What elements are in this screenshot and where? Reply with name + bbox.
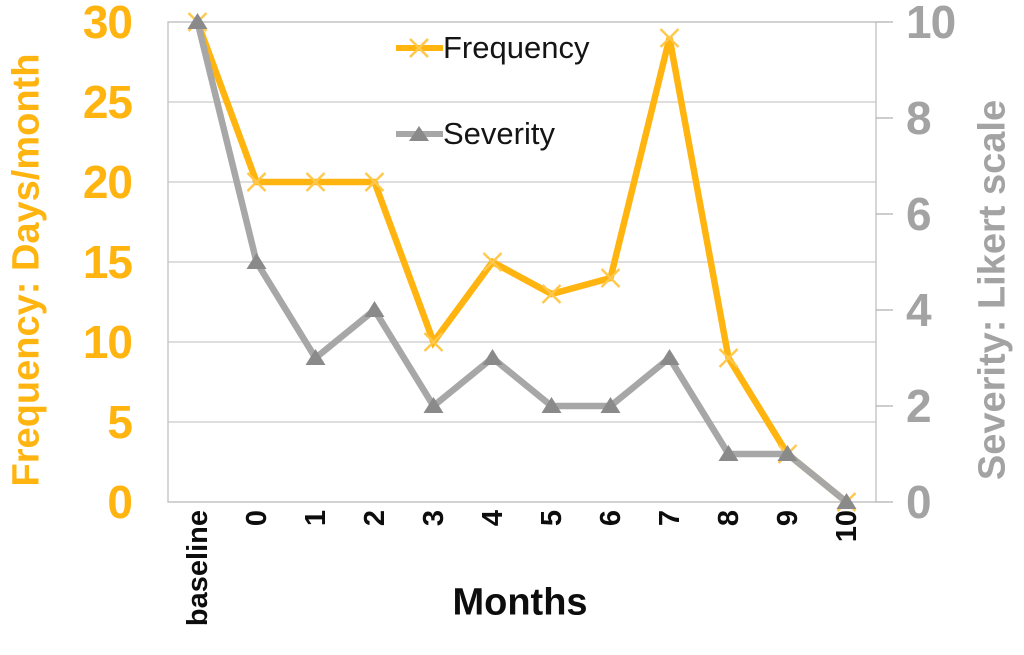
left-tick-label: 0 <box>107 476 133 528</box>
left-tick-label: 5 <box>107 396 133 448</box>
frequency-marker <box>305 172 326 192</box>
frequency-marker <box>246 172 267 192</box>
legend-item-severity: Severity <box>396 116 555 152</box>
frequency-marker <box>482 252 503 272</box>
legend-item-frequency: Frequency <box>396 30 589 66</box>
frequency-marker <box>659 28 680 48</box>
x-tick-label: 3 <box>417 510 450 527</box>
right-tick-label: 8 <box>906 92 932 144</box>
right-tick-label: 6 <box>906 188 932 240</box>
x-tick-label: 0 <box>240 510 273 527</box>
severity-marker <box>777 445 798 461</box>
frequency-line-x-marker-icon <box>396 38 443 58</box>
left-tick-label: 15 <box>82 236 133 288</box>
severity-marker <box>246 253 267 269</box>
frequency-marker <box>423 332 444 352</box>
x-tick-label: 4 <box>476 510 509 527</box>
x-tick-label: 6 <box>594 510 627 527</box>
right-tick-label: 2 <box>906 380 932 432</box>
frequency-marker <box>364 172 385 192</box>
plot-border <box>167 21 877 503</box>
frequency-marker <box>541 284 562 304</box>
x-tick-label: 7 <box>653 510 686 527</box>
left-tick-label: 25 <box>82 76 133 128</box>
severity-marker <box>423 397 444 413</box>
severity-marker <box>541 397 562 413</box>
left-tick-label: 30 <box>82 0 133 48</box>
severity-marker <box>364 301 385 317</box>
x-tick-label: 10 <box>830 510 863 543</box>
legend-label-frequency: Frequency <box>443 30 590 65</box>
frequency-marker <box>600 268 621 288</box>
frequency-line <box>194 20 849 505</box>
x-tick-label: 2 <box>358 510 391 527</box>
right-tick-label: 10 <box>906 0 956 48</box>
legend-label-severity: Severity <box>443 116 555 151</box>
severity-marker <box>659 349 680 365</box>
x-axis-title: Months <box>452 581 588 624</box>
frequency-marker <box>718 348 739 368</box>
severity-line-triangle-marker-icon <box>396 126 443 141</box>
left-tick-label: 10 <box>82 316 133 368</box>
right-tick-label: 4 <box>906 284 932 336</box>
x-tick-label: 1 <box>299 510 332 527</box>
left-tick-label: 20 <box>82 156 133 208</box>
severity-line <box>194 21 849 505</box>
left-axis-title: Frequency: Days/month <box>5 53 48 487</box>
x-tick-label: 9 <box>771 510 804 527</box>
right-tick-label: 0 <box>906 476 932 528</box>
severity-marker <box>600 397 621 413</box>
severity-marker <box>482 349 503 365</box>
x-tick-label: baseline <box>181 510 214 627</box>
x-tick-label: 8 <box>712 510 745 527</box>
x-tick-label: 5 <box>535 510 568 527</box>
severity-marker <box>305 349 326 365</box>
severity-marker <box>718 445 739 461</box>
severity-marker <box>836 493 857 509</box>
severity-marker <box>187 13 208 29</box>
